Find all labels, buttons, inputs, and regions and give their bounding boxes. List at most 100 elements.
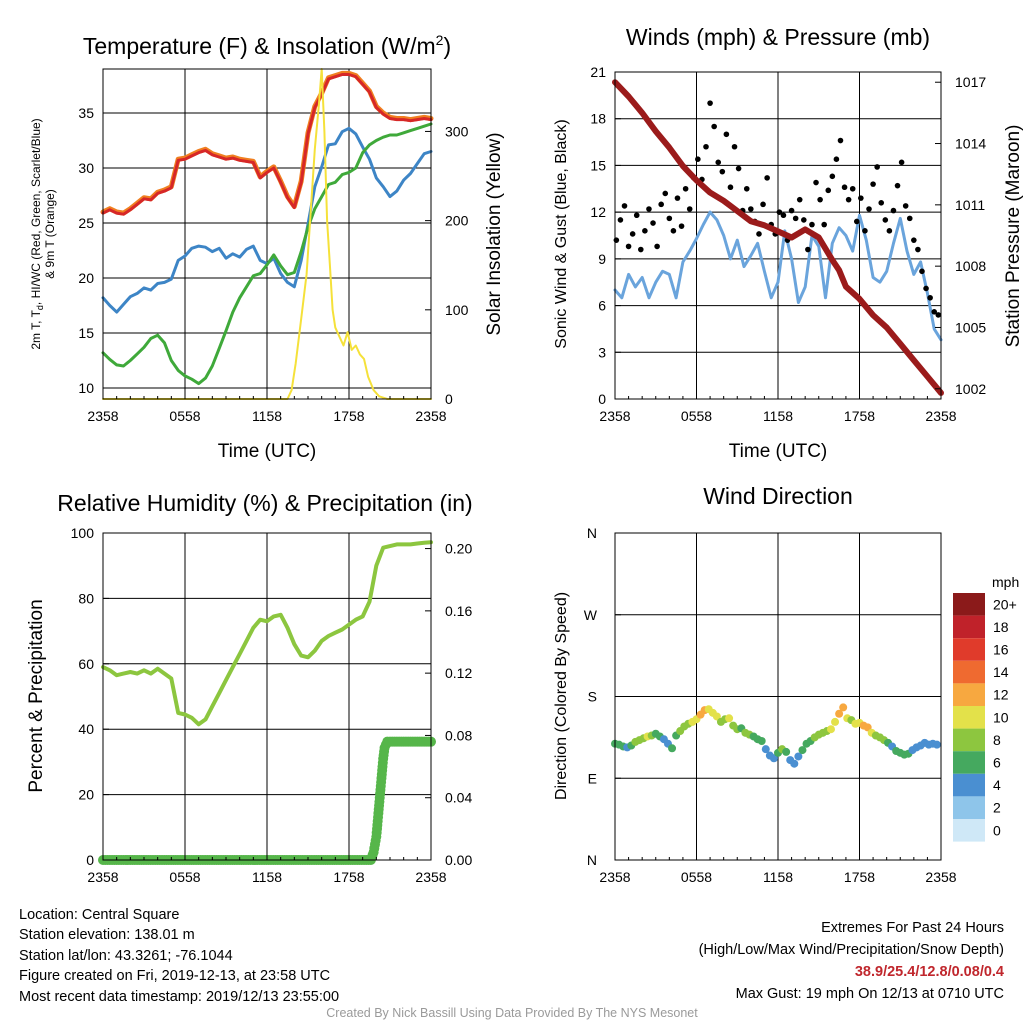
temp-grid xyxy=(103,69,431,399)
direction-point xyxy=(725,714,734,723)
extremes-info: Extremes For Past 24 Hours (High/Low/Max… xyxy=(699,917,1004,1005)
y-tick-label: 20 xyxy=(78,787,94,803)
y-tick-label: 40 xyxy=(78,721,94,737)
gust-point xyxy=(638,246,644,253)
colorbar-label: 0 xyxy=(993,822,1001,838)
x-tick-label: 0558 xyxy=(169,408,200,424)
gust-point xyxy=(911,237,917,243)
y-tick-label: 100 xyxy=(71,525,95,541)
y-tick-label: 0 xyxy=(598,391,606,407)
y-tick-label: 18 xyxy=(590,111,606,127)
gust-point xyxy=(849,185,856,192)
gust-point xyxy=(613,237,620,243)
x-tick-label: 1758 xyxy=(333,869,364,885)
y2-tick-label: 200 xyxy=(445,213,469,229)
colorbar-swatch xyxy=(953,593,985,616)
panel-wind-direction: Wind Direction 2358 0558 1158 1758 2358NESWN… xyxy=(553,483,1019,885)
y2-tick-label: 1008 xyxy=(955,258,986,274)
colorbar-swatch xyxy=(953,638,985,661)
y-tick-label: 15 xyxy=(78,325,94,341)
gust-point xyxy=(719,168,726,175)
y-tick-label: 60 xyxy=(78,656,94,672)
colorbar-swatch xyxy=(953,683,985,706)
gust-point xyxy=(866,206,872,212)
temp-ylabel: 2m T, Td, HI/WC (Red, Green, Scarlet/Blu… xyxy=(29,118,57,349)
direction-point xyxy=(839,703,848,712)
gust-point xyxy=(796,196,803,203)
wdir-ylabel: Direction (Colored By Speed) xyxy=(553,592,570,800)
direction-point xyxy=(769,754,778,763)
y-tick-label: S xyxy=(588,689,597,705)
y-tick-label: 3 xyxy=(598,344,606,360)
direction-point xyxy=(790,759,799,768)
gust-point xyxy=(625,243,632,250)
gust-point xyxy=(662,190,669,197)
gust-point xyxy=(707,100,713,106)
colorbar-swatch xyxy=(953,819,985,842)
gust-point xyxy=(878,200,885,206)
rh-ylabel: Percent & Precipitation xyxy=(26,599,47,792)
x-tick-label: 2358 xyxy=(925,408,956,424)
direction-point xyxy=(831,717,840,726)
gust-point xyxy=(813,179,819,186)
direction-point xyxy=(863,723,872,732)
x-tick-label: 0558 xyxy=(681,869,712,885)
colorbar-swatch xyxy=(953,773,985,797)
gust-point xyxy=(723,131,730,138)
y2-tick-label: 0.20 xyxy=(445,541,472,557)
y2-tick-label: 100 xyxy=(445,302,469,318)
gust-point xyxy=(902,203,909,209)
svg-text:& 9m T (Orange): & 9m T (Orange) xyxy=(43,189,57,279)
gust-point xyxy=(858,195,864,201)
y-tick-label: 6 xyxy=(598,298,606,314)
y-tick-label: 0 xyxy=(86,852,94,868)
y2-tick-label: 0.08 xyxy=(445,727,472,743)
winds-y2label: Station Pressure (Maroon) xyxy=(1003,125,1024,348)
direction-point xyxy=(761,745,770,754)
colorbar-label: 14 xyxy=(993,664,1009,680)
direction-point xyxy=(712,712,721,721)
direction-point xyxy=(668,744,677,753)
panel-winds: Winds (mph) & Pressure (mb) 2358 0558 1158… xyxy=(553,24,1024,462)
direction-point xyxy=(932,740,941,749)
gust-point xyxy=(919,268,925,275)
colorbar-swatch xyxy=(953,615,985,639)
gust-point xyxy=(617,217,624,223)
y-tick-label: 10 xyxy=(78,380,94,396)
gust-point xyxy=(935,312,942,318)
gust-point xyxy=(621,203,628,209)
colorbar-label: 20+ xyxy=(993,596,1017,612)
speed-colorbar: mph 20+ 18 16 14 12 10 8 6 4 2 0 xyxy=(953,574,1019,842)
y-tick-label: N xyxy=(587,525,597,541)
colorbar-label: 10 xyxy=(993,709,1009,725)
gust-point xyxy=(874,164,880,170)
y2-tick-label: 1014 xyxy=(955,136,986,152)
x-tick-label: 2358 xyxy=(925,869,956,885)
wdir-title: Wind Direction xyxy=(703,483,853,509)
colorbar-label: 12 xyxy=(993,687,1009,703)
gust-point xyxy=(703,143,709,150)
y-tick-label: 30 xyxy=(78,160,94,176)
gust-point xyxy=(898,159,905,166)
colorbar-label: 6 xyxy=(993,755,1001,771)
y2-tick-label: 1017 xyxy=(955,74,986,90)
gust-point xyxy=(931,309,938,315)
gust-point xyxy=(829,173,836,180)
x-tick-label: 2358 xyxy=(415,408,446,424)
winds-xlabel: Time (UTC) xyxy=(729,441,828,462)
y-tick-label: 80 xyxy=(78,590,94,606)
gust-point xyxy=(727,184,734,191)
wdir-grid xyxy=(615,533,941,860)
temp-y2label: Solar Insolation (Yellow) xyxy=(484,132,505,335)
credit-line: Created By Nick Bassill Using Data Provi… xyxy=(326,1006,698,1020)
x-tick-label: 0558 xyxy=(169,869,200,885)
y2-tick-label: 300 xyxy=(445,123,469,139)
gust-point xyxy=(906,215,913,222)
x-tick-label: 0558 xyxy=(681,408,712,424)
gust-point xyxy=(670,228,677,234)
gust-point xyxy=(743,185,750,192)
y-tick-label: N xyxy=(587,852,597,868)
winds-grid xyxy=(615,71,941,400)
gust-point xyxy=(825,187,832,194)
colorbar-label: 16 xyxy=(993,642,1009,658)
